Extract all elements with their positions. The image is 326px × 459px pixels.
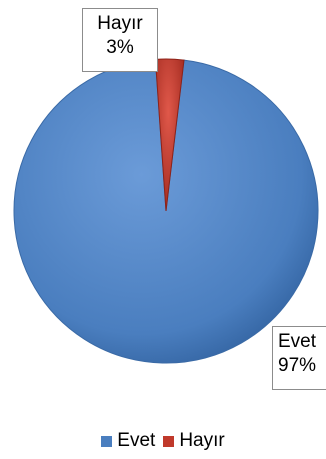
legend-swatch-hayir — [163, 435, 175, 447]
pie-slice-evet — [13, 58, 319, 364]
data-label-evet: Evet 97% — [272, 326, 326, 390]
data-label-evet-percent: 97% — [278, 355, 317, 376]
data-label-hayir-percent: 3% — [106, 37, 134, 58]
legend-item-evet: Evet — [101, 430, 155, 452]
legend-item-hayir: Hayır — [163, 430, 225, 452]
data-label-evet-category: Evet — [278, 331, 317, 352]
data-label-hayir-category: Hayır — [97, 13, 143, 34]
legend-swatch-evet — [101, 435, 113, 447]
data-label-hayir: Hayır 3% — [82, 8, 158, 72]
legend-label-hayir: Hayır — [179, 430, 225, 451]
legend: Evet Hayır — [0, 430, 326, 452]
legend-label-evet: Evet — [117, 430, 156, 451]
